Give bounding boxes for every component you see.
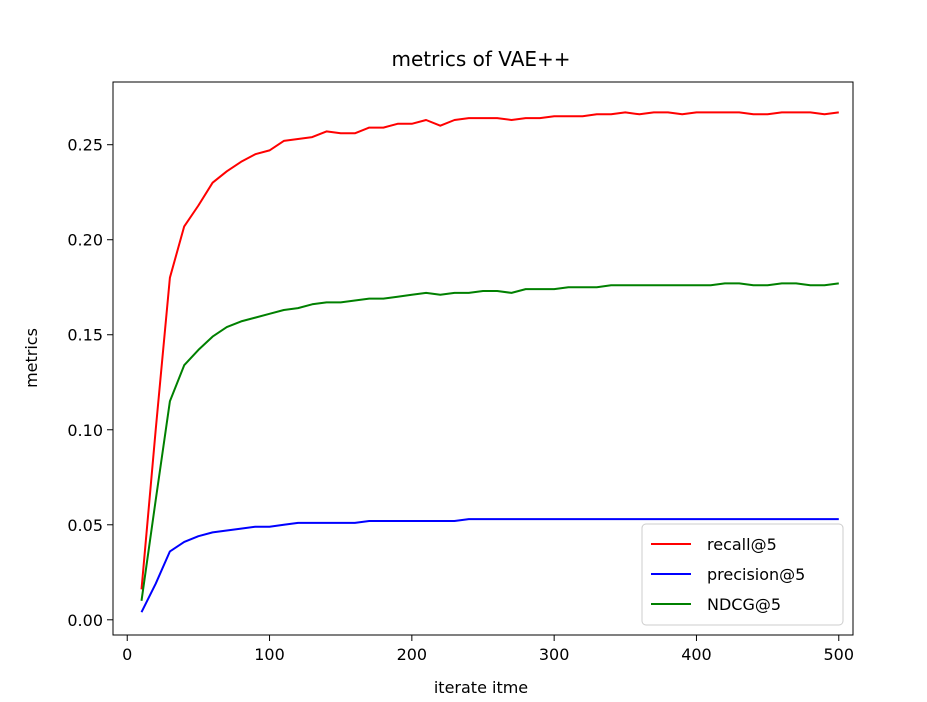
series-line-precision-5 bbox=[140, 518, 839, 613]
plot-lines bbox=[140, 111, 839, 613]
series-line-ndcg-5 bbox=[140, 282, 839, 601]
legend: recall@5 precision@5 NDCG@5 bbox=[641, 523, 844, 626]
x-tick-label: 500 bbox=[823, 645, 854, 664]
x-tick-label: 100 bbox=[254, 645, 285, 664]
legend-box bbox=[641, 523, 844, 626]
series-line-recall-5 bbox=[140, 111, 839, 590]
y-axis: 0.00 0.05 0.10 0.15 0.20 0.25 bbox=[67, 136, 113, 630]
y-tick-label: 0.25 bbox=[67, 136, 103, 155]
y-tick-label: 0.10 bbox=[67, 421, 103, 440]
y-tick-label: 0.00 bbox=[67, 611, 103, 630]
legend-label: precision@5 bbox=[707, 565, 805, 584]
x-tick-label: 200 bbox=[397, 645, 428, 664]
x-tick-label: 300 bbox=[539, 645, 570, 664]
chart-title: metrics of VAE++ bbox=[391, 47, 570, 71]
y-tick-label: 0.15 bbox=[67, 326, 103, 345]
plot-frame bbox=[112, 81, 854, 636]
y-tick-label: 0.20 bbox=[67, 231, 103, 250]
x-tick-label: 0 bbox=[122, 645, 132, 664]
x-axis: 0 100 200 300 400 500 bbox=[122, 635, 854, 664]
x-tick-label: 400 bbox=[681, 645, 712, 664]
y-tick-label: 0.05 bbox=[67, 516, 103, 535]
legend-label: NDCG@5 bbox=[707, 595, 781, 614]
legend-label: recall@5 bbox=[707, 535, 777, 554]
y-axis-label: metrics bbox=[22, 328, 41, 388]
x-axis-label: iterate itme bbox=[434, 678, 528, 697]
